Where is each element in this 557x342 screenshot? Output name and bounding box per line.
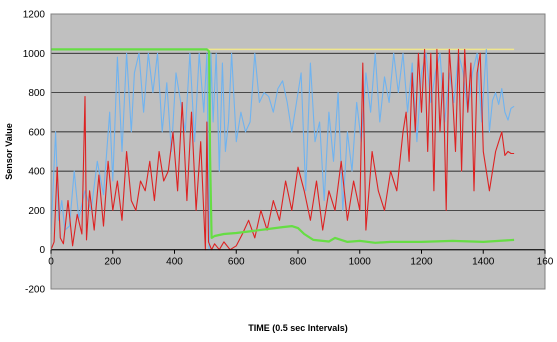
x-axis-title: TIME (0.5 sec Intervals) [248,323,348,333]
x-tick-label: 200 [104,257,121,268]
series-line-2 [50,48,515,251]
x-tick-label: 1200 [410,257,433,268]
y-tick-label: 400 [28,167,45,178]
y-tick-label: 0 [39,245,45,256]
plot-area [51,14,545,289]
plot-border [50,13,546,290]
y-tick-label: 1000 [23,49,46,60]
x-tick-label: 600 [228,257,245,268]
y-tick-label: 800 [28,88,45,99]
x-tick-label: 160 [537,257,554,268]
x-tick-label: 1000 [349,257,372,268]
y-tick-label: -200 [25,285,45,296]
y-tick-label: 600 [28,127,45,138]
y-tick-label: 200 [28,206,45,217]
axes: -200 0 200 400 600 800 1000 1200 0 200 400 600 800 10… [23,10,554,296]
series-line-4 [51,48,515,244]
x-tick-label: 1400 [472,257,495,268]
series-line-3 [50,48,515,251]
series-group [50,48,515,251]
y-axis-title: Sensor Value [4,123,14,180]
x-tick-label: 400 [166,257,183,268]
x-tick-label: 800 [290,257,307,268]
y-tick-label: 1200 [23,10,46,21]
x-tick-label: 0 [48,257,54,268]
